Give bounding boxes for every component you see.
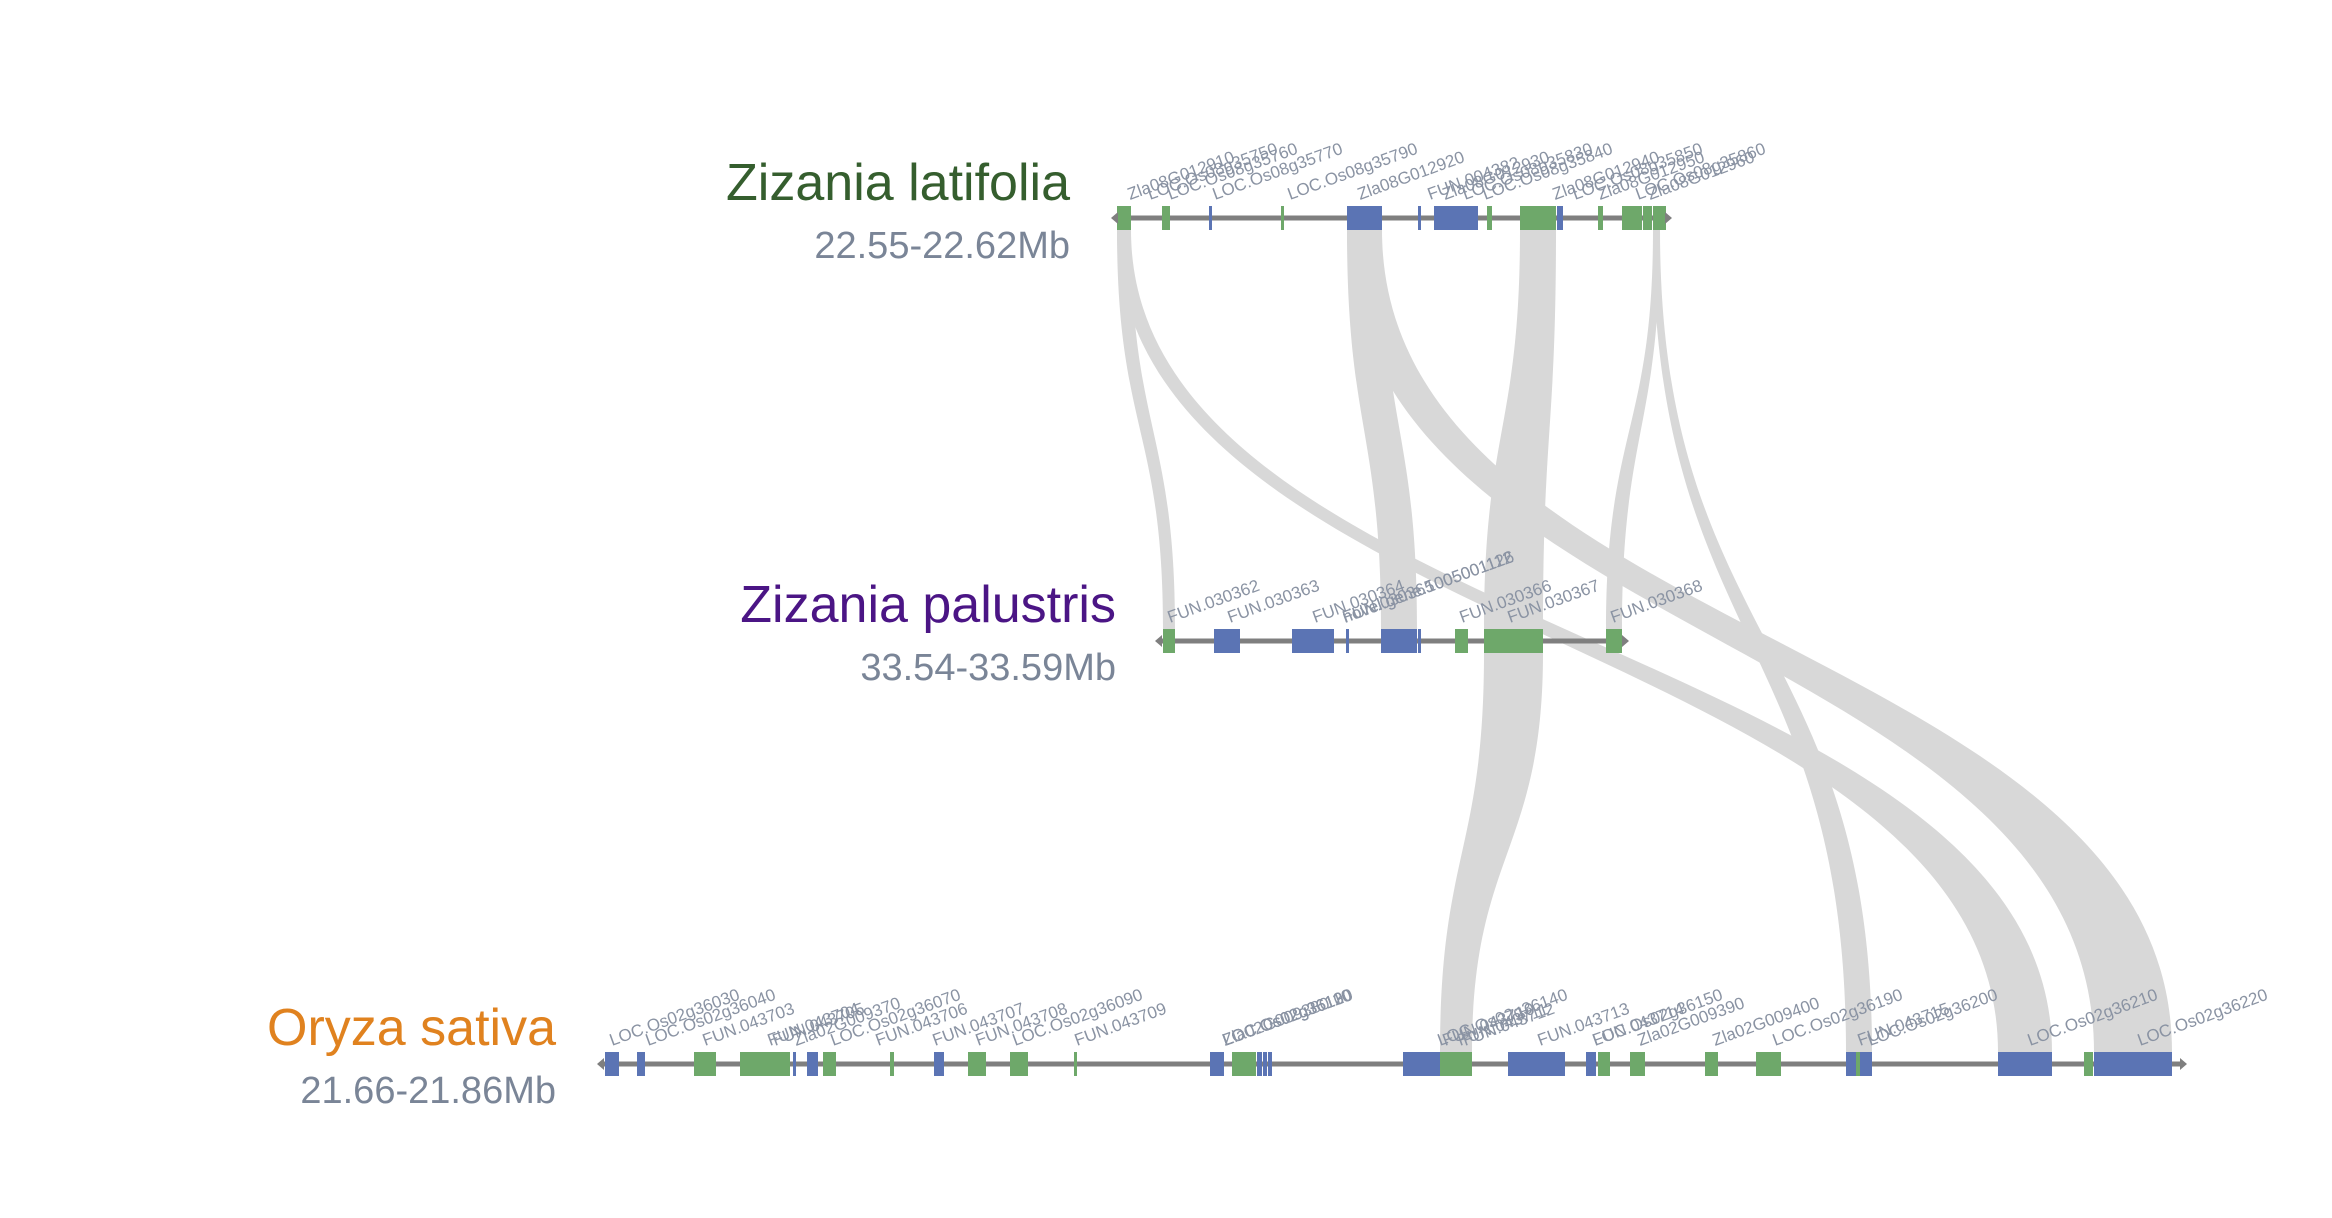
species-range: 21.66-21.86Mb	[300, 1070, 556, 1112]
gene-block	[2094, 1052, 2172, 1076]
gene-block	[1281, 206, 1284, 230]
track-zizania-latifolia: Zizania latifolia 22.55-22.62Mb Zla08G01…	[726, 139, 1768, 267]
species-name: Oryza sativa	[267, 999, 556, 1057]
species-name: Zizania palustris	[740, 576, 1116, 634]
gene-block	[1622, 206, 1642, 230]
gene-block	[1660, 206, 1666, 230]
gene-block	[1268, 1052, 1272, 1076]
chromosome-end	[1111, 212, 1118, 224]
chromosome-end	[597, 1058, 604, 1070]
synteny-ribbon	[1440, 653, 1543, 1052]
gene-block	[1347, 206, 1382, 230]
gene-block	[1606, 629, 1622, 653]
chromosome-tracks: Zizania latifolia 22.55-22.62Mb Zla08G01…	[267, 139, 2270, 1112]
gene-block	[1162, 206, 1170, 230]
chromosome-end	[1622, 635, 1629, 647]
chromosome-end	[2180, 1058, 2187, 1070]
gene-block	[968, 1052, 986, 1076]
gene-block	[1074, 1052, 1077, 1076]
gene-block	[890, 1052, 894, 1076]
synteny-ribbon	[1484, 230, 1556, 629]
gene-block	[1346, 629, 1349, 653]
gene-block	[1232, 1052, 1256, 1076]
gene-block	[1598, 1052, 1610, 1076]
gene-block	[1434, 206, 1478, 230]
species-range: 33.54-33.59Mb	[860, 647, 1116, 689]
gene-block	[1257, 1052, 1262, 1076]
gene-block	[1292, 629, 1334, 653]
track-oryza-sativa: Oryza sativa 21.66-21.86Mb LOC.Os02g3603…	[267, 985, 2270, 1112]
gene-block	[1756, 1052, 1781, 1076]
gene-block	[1010, 1052, 1028, 1076]
gene-block	[637, 1052, 645, 1076]
gene-block	[1520, 206, 1556, 230]
gene-block	[694, 1052, 716, 1076]
gene-block	[1455, 629, 1468, 653]
gene-block	[1403, 1052, 1440, 1076]
species-range: 22.55-22.62Mb	[814, 225, 1070, 267]
gene-block	[1484, 629, 1543, 653]
gene-block	[1856, 1052, 1860, 1076]
gene-block	[1209, 206, 1212, 230]
gene-block	[1210, 1052, 1224, 1076]
gene-block	[1705, 1052, 1718, 1076]
gene-label: LOC.Os02g36130	[1220, 985, 1355, 1050]
gene-block	[823, 1052, 836, 1076]
gene-block	[1440, 1052, 1472, 1076]
gene-block	[1588, 1052, 1596, 1076]
synteny-ribbon	[1117, 230, 1175, 629]
track-zizania-palustris: Zizania palustris 33.54-33.59Mb FUN.0303…	[740, 547, 1705, 689]
gene-block	[1598, 206, 1603, 230]
gene-block	[1630, 1052, 1645, 1076]
gene-block	[605, 1052, 619, 1076]
synteny-ribbon	[1653, 230, 1872, 1052]
gene-block	[2084, 1052, 2093, 1076]
gene-block	[1117, 206, 1131, 230]
gene-block	[807, 1052, 818, 1076]
gene-block	[1487, 206, 1492, 230]
gene-block	[1263, 1052, 1267, 1076]
chromosome-end	[1155, 635, 1162, 647]
gene-block	[1643, 206, 1652, 230]
gene-block	[740, 1052, 790, 1076]
gene-blocks: Zla08G012910LOC.Os08g35750LOC.Os08g35760…	[1111, 139, 1768, 230]
gene-block	[1653, 206, 1660, 230]
gene-block	[1381, 629, 1417, 653]
gene-block	[1163, 629, 1175, 653]
gene-block	[1418, 206, 1421, 230]
gene-block	[1214, 629, 1240, 653]
gene-block	[1557, 206, 1563, 230]
species-name: Zizania latifolia	[726, 154, 1070, 212]
synteny-ribbon	[1606, 230, 1660, 629]
gene-block	[1998, 1052, 2052, 1076]
chromosome-end	[1665, 212, 1672, 224]
gene-block	[934, 1052, 944, 1076]
gene-block	[1418, 629, 1421, 653]
gene-block	[1508, 1052, 1565, 1076]
gene-block	[793, 1052, 796, 1076]
